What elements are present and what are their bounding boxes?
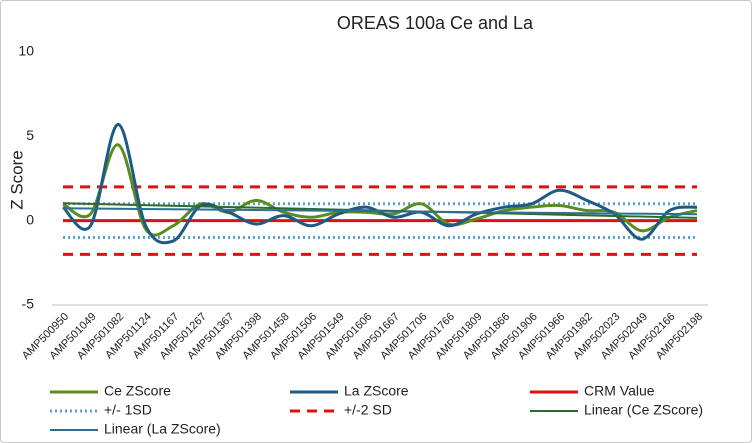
legend-label: +/- 1SD [104, 402, 152, 418]
legend-label: Linear (La ZScore) [104, 421, 221, 437]
y-tick-label: 10 [18, 43, 34, 59]
legend-label: CRM Value [584, 383, 655, 399]
y-tick-label: 5 [26, 127, 34, 143]
legend-label: Ce ZScore [104, 383, 171, 399]
legend-label: Linear (Ce ZScore) [584, 402, 703, 418]
trendline [62, 207, 698, 216]
y-tick-label: 0 [26, 211, 34, 227]
chart-title: OREAS 100a Ce and La [337, 13, 534, 33]
y-axis-title: Z Score [7, 150, 26, 210]
y-tick-label: -5 [22, 296, 35, 312]
series-line [61, 123, 698, 245]
series-line [62, 143, 698, 237]
legend-label: La ZScore [344, 383, 409, 399]
legend-label: +/-2 SD [344, 402, 392, 418]
